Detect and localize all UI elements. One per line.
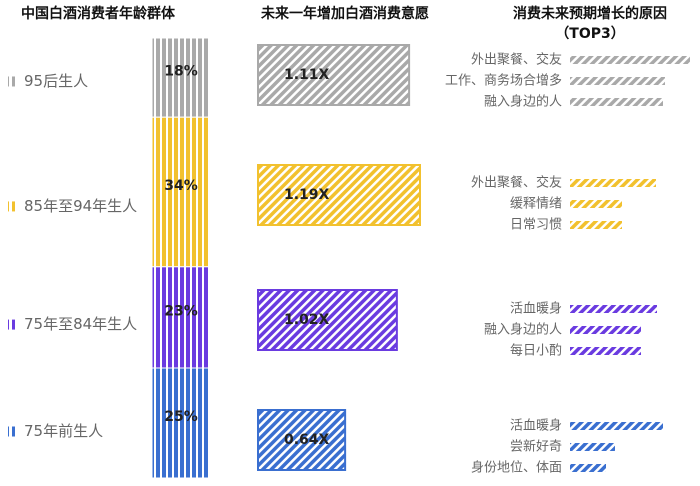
bar	[257, 44, 411, 106]
legend-label: 95后生人	[24, 72, 88, 90]
bar-label: 活血暖身	[510, 418, 562, 434]
bar	[570, 179, 656, 187]
bar	[257, 164, 421, 226]
data-label: 0.64X	[284, 432, 330, 448]
bar-label: 融入身边的人	[484, 94, 562, 110]
bar-label: 尝新好奇	[510, 439, 562, 455]
bar-label: 外出聚餐、交友	[471, 52, 562, 68]
data-label: 1.11X	[284, 67, 330, 83]
data-label: 25%	[164, 409, 198, 425]
chart-title: 未来一年增加白酒消费意愿	[261, 5, 429, 22]
bar-label: 缓释情绪	[510, 197, 562, 212]
legend-label: 85年至94年生人	[24, 197, 137, 215]
bar	[257, 289, 398, 351]
bar	[570, 77, 665, 85]
bar-label: 日常习惯	[510, 217, 562, 233]
legend-label: 75年至84年生人	[24, 315, 137, 333]
bar	[570, 347, 641, 355]
bar	[570, 422, 663, 430]
data-label: 34%	[164, 178, 198, 194]
bar	[257, 409, 347, 471]
bar	[570, 200, 622, 208]
chart-title: 消费未来预期增长的原因（TOP3）	[513, 6, 667, 42]
bar	[570, 326, 641, 334]
bar-label: 外出聚餐、交友	[471, 175, 562, 191]
bar-segment	[151, 37, 211, 118]
data-label: 23%	[164, 303, 198, 319]
bar	[570, 464, 606, 472]
bar	[570, 305, 657, 313]
legend-swatch	[8, 201, 18, 212]
data-label: 1.19X	[284, 187, 330, 203]
bar-segment	[151, 367, 211, 479]
legend-swatch	[8, 319, 18, 330]
bar	[570, 98, 663, 106]
chart-title: 中国白酒消费者年龄群体	[21, 5, 176, 22]
bar-label: 工作、商务场合增多	[445, 73, 562, 89]
bar	[570, 443, 615, 451]
bar	[570, 56, 690, 64]
bar-segment	[151, 266, 211, 369]
legend-swatch	[8, 426, 18, 437]
data-label: 18%	[164, 64, 198, 80]
bar-label: 融入身边的人	[484, 322, 562, 338]
data-label: 1.02X	[284, 312, 330, 328]
bar-label: 身份地位、体面	[471, 460, 562, 476]
bar	[570, 221, 622, 229]
legend-swatch	[8, 76, 18, 87]
bar-label: 活血暖身	[510, 301, 562, 317]
legend-label: 75年前生人	[24, 422, 103, 440]
bar-segment	[151, 116, 211, 268]
bar-label: 每日小酌	[510, 343, 562, 359]
